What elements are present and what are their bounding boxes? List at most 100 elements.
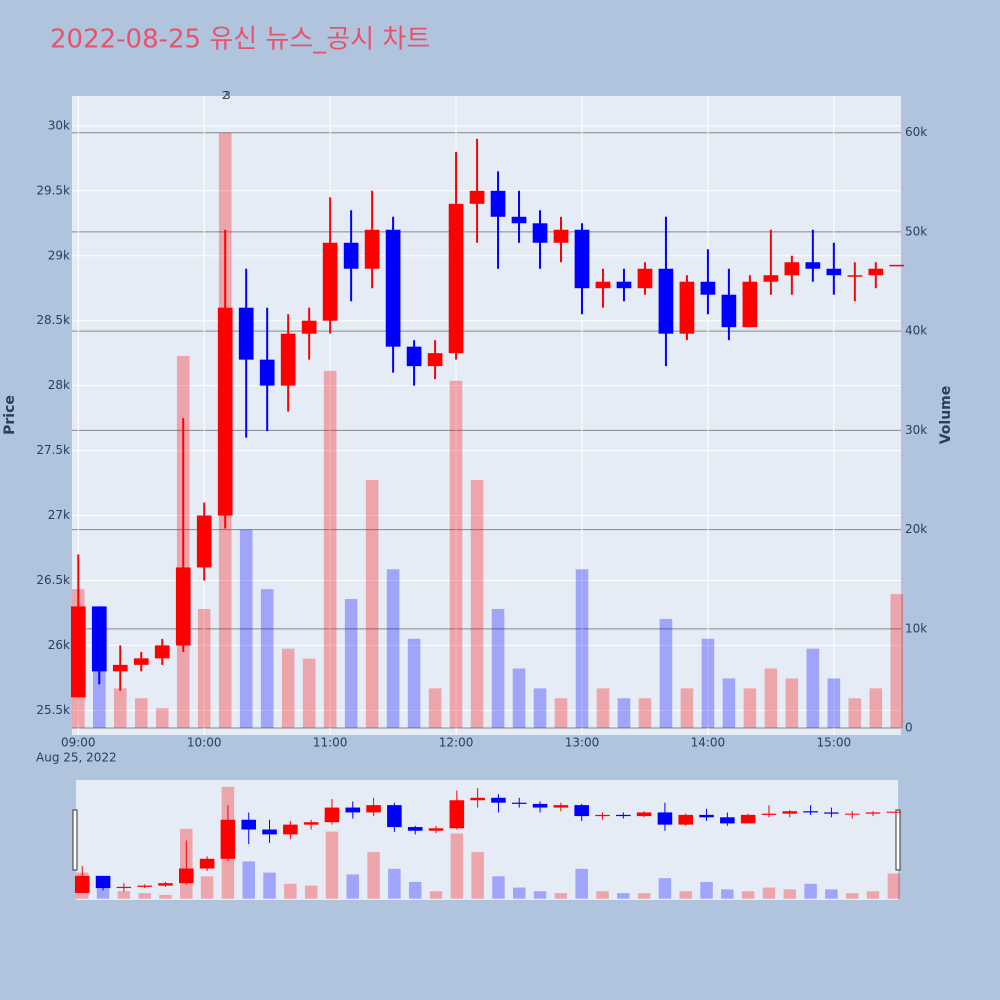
- candle-body: [133, 658, 149, 665]
- volume-bar: [428, 688, 442, 729]
- candle-body: [868, 268, 884, 276]
- slider-handle-right[interactable]: [895, 809, 901, 871]
- slider-volume-bar: [304, 885, 318, 899]
- slider-candle-body: [241, 819, 257, 830]
- slider-volume-bar: [700, 881, 713, 899]
- slider-candle-body: [844, 813, 860, 815]
- volume-bar: [596, 688, 610, 729]
- y-tick-label: 29.5k: [36, 183, 70, 197]
- slider-volume-bar: [513, 887, 526, 899]
- volume-bar: [848, 698, 862, 729]
- slider-volume-bar: [658, 878, 672, 899]
- slider-volume-bar: [533, 891, 547, 899]
- slider-volume-bar: [325, 831, 339, 899]
- range-slider[interactable]: [76, 780, 898, 900]
- slider-volume-bar: [825, 889, 838, 899]
- candle-body: [112, 664, 128, 672]
- candle-body: [511, 216, 527, 224]
- x-tick-label: 11:00: [313, 736, 348, 750]
- candle-body: [721, 294, 737, 328]
- slider-volume-bar: [679, 891, 692, 899]
- slider-candle-body: [303, 822, 319, 825]
- volume-bar: [281, 648, 295, 729]
- slider-candle-body: [511, 802, 527, 804]
- slider-volume-bar: [741, 891, 755, 899]
- candle-body: [364, 229, 380, 269]
- slider-volume-bar: [284, 883, 297, 899]
- volume-bar: [344, 599, 358, 729]
- slider-handle-left[interactable]: [72, 809, 78, 871]
- slider-volume-bar: [429, 891, 443, 899]
- volume-bar: [869, 688, 883, 729]
- candle-body: [91, 606, 107, 672]
- slider-candle-body: [324, 807, 340, 823]
- y-tick-label: 27k: [48, 508, 70, 522]
- candle-body: [889, 264, 905, 267]
- y-tick-label: 25.5k: [36, 703, 70, 717]
- slider-volume-bar: [554, 893, 568, 899]
- slider-volume-bar: [242, 861, 255, 899]
- volume-bar: [659, 618, 673, 729]
- candle-body: [805, 262, 821, 269]
- candle-body: [385, 229, 401, 347]
- candle-body: [616, 281, 632, 289]
- volume-bar: [743, 688, 757, 729]
- candle-body: [259, 359, 275, 386]
- slider-candle-body: [824, 812, 839, 814]
- slider-candle-body: [553, 805, 569, 808]
- slider-volume-bar: [138, 893, 151, 899]
- volume-bar: [407, 638, 421, 729]
- candle-body: [553, 229, 569, 243]
- slider-volume-bar: [637, 893, 651, 899]
- volume-bar: [470, 479, 484, 729]
- slider-candle-body: [262, 829, 277, 835]
- annotation: 2: [222, 89, 229, 102]
- slider-candle-body: [387, 805, 402, 828]
- x-tick-label: 10:00: [187, 736, 222, 750]
- candle-body: [217, 307, 233, 516]
- volume-bar: [785, 678, 799, 729]
- slider-candle-body: [616, 814, 631, 817]
- candle-body: [322, 242, 338, 321]
- volume-bar: [491, 608, 505, 729]
- candle-body: [742, 281, 758, 328]
- y2-tick-label: 0: [905, 721, 913, 735]
- slider-volume-bar: [617, 893, 630, 899]
- y2-tick-label: 30k: [905, 423, 927, 437]
- slider-candle-body: [95, 875, 111, 889]
- x-tick-label: 12:00: [439, 736, 474, 750]
- volume-bar: [806, 648, 820, 729]
- candle-body: [658, 268, 674, 334]
- slider-volume-bar: [117, 891, 131, 899]
- slider-candle-body: [782, 811, 798, 814]
- y-tick-label: 28k: [48, 378, 70, 392]
- candle-body: [448, 203, 464, 354]
- slider-volume-bar: [346, 874, 360, 899]
- candle-body: [700, 281, 716, 295]
- volume-bar: [617, 698, 631, 729]
- y-tick-label: 26k: [48, 638, 70, 652]
- volume-bar: [260, 589, 274, 729]
- y-axis-title: Price: [2, 395, 18, 435]
- slider-candle-body: [740, 814, 756, 824]
- candle-body: [469, 190, 485, 204]
- y-tick-label: 29k: [48, 248, 70, 262]
- plot-area: [72, 96, 901, 735]
- slider-volume-bar: [804, 883, 817, 899]
- slider-candle-body: [199, 858, 215, 869]
- y-tick-label: 28.5k: [36, 313, 70, 327]
- volume-bar: [449, 380, 463, 729]
- volume-bar: [365, 479, 379, 729]
- volume-bar: [764, 668, 778, 729]
- y2-axis-title: Volume: [938, 386, 954, 445]
- candle-body: [238, 307, 254, 360]
- x-date-label: Aug 25, 2022: [36, 751, 117, 765]
- volume-bar: [302, 658, 316, 729]
- volume-bar: [722, 678, 736, 729]
- candle-body: [679, 281, 695, 334]
- annotation: 3: [224, 89, 231, 102]
- volume-bar: [197, 608, 211, 729]
- slider-volume-bar: [845, 893, 859, 899]
- candle-body: [490, 190, 506, 217]
- y2-tick-label: 40k: [905, 324, 927, 338]
